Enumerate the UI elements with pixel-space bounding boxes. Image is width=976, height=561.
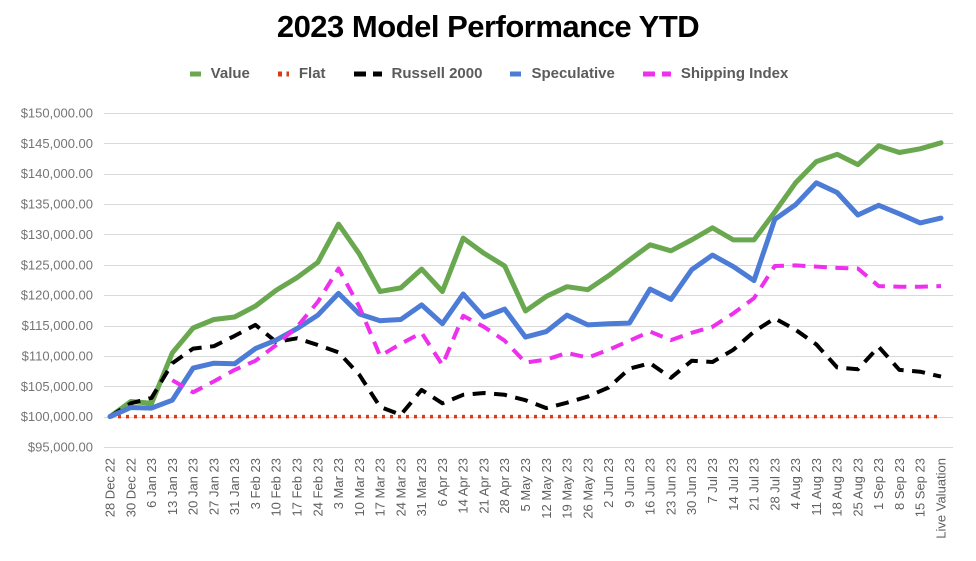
x-tick-label: 9 Jun 23 xyxy=(622,458,637,508)
legend-swatch-speculative-icon xyxy=(510,71,522,76)
x-tick-label: 12 May 23 xyxy=(539,458,554,519)
x-tick-label: 19 May 23 xyxy=(560,458,575,519)
x-tick-label: 14 Apr 23 xyxy=(456,458,471,514)
x-axis-labels: 28 Dec 22 30 Dec 22 6 Jan 23 13 Jan 23 20 Ja… xyxy=(103,458,949,539)
chart-legend: Value Flat Russell 2000 Speculative Shipping… xyxy=(0,65,976,82)
x-tick-label: 18 Aug 23 xyxy=(830,458,845,517)
legend-swatch-shipping-index-icon xyxy=(642,71,671,76)
x-tick-label: 6 Apr 23 xyxy=(435,458,450,506)
series-line-speculative xyxy=(107,180,944,420)
legend-item-flat[interactable]: Flat xyxy=(276,65,326,82)
x-tick-label: 28 Dec 22 xyxy=(103,458,118,517)
x-tick-label: 25 Aug 23 xyxy=(850,458,865,517)
x-tick-label: 10 Feb 23 xyxy=(269,458,284,517)
x-tick-label: 15 Sep 23 xyxy=(913,458,928,517)
y-tick-label: $145,000.00 xyxy=(21,136,93,151)
x-tick-label: Live Valuation xyxy=(934,458,949,539)
y-tick-label: $100,000.00 xyxy=(21,409,93,424)
legend-label: Shipping Index xyxy=(680,65,789,82)
x-tick-label: 20 Jan 23 xyxy=(186,458,201,515)
x-tick-label: 3 Feb 23 xyxy=(248,458,263,509)
x-tick-label: 3 Mar 23 xyxy=(331,458,346,509)
x-tick-label: 7 Jul 23 xyxy=(705,458,720,504)
x-tick-label: 27 Jan 23 xyxy=(206,458,221,515)
y-tick-label: $125,000.00 xyxy=(21,257,93,272)
legend-swatch-flat-icon xyxy=(277,71,289,76)
x-tick-label: 28 Jul 23 xyxy=(767,458,782,511)
x-tick-label: 14 Jul 23 xyxy=(726,458,741,511)
series-line-russell-2000 xyxy=(108,316,942,419)
x-tick-label: 5 May 23 xyxy=(518,458,533,511)
x-tick-label: 21 Jul 23 xyxy=(747,458,762,511)
y-tick-label: $105,000.00 xyxy=(21,379,93,394)
y-tick-label: $150,000.00 xyxy=(21,105,93,120)
x-tick-label: 21 Apr 23 xyxy=(476,458,491,514)
x-tick-label: 8 Sep 23 xyxy=(892,458,907,510)
legend-item-shipping-index[interactable]: Shipping Index xyxy=(641,65,789,82)
x-tick-label: 16 Jun 23 xyxy=(643,458,658,515)
legend-swatch-russell-2000-icon xyxy=(353,71,382,76)
x-tick-label: 17 Feb 23 xyxy=(289,458,304,517)
legend-label: Value xyxy=(210,65,250,82)
x-tick-label: 17 Mar 23 xyxy=(373,458,388,517)
x-tick-label: 24 Feb 23 xyxy=(310,458,325,517)
y-tick-label: $115,000.00 xyxy=(22,318,93,333)
series-line-value xyxy=(107,140,944,420)
x-tick-label: 11 Aug 23 xyxy=(809,458,824,516)
y-tick-label: $95,000.00 xyxy=(28,440,93,455)
legend-label: Flat xyxy=(298,65,326,82)
y-tick-label: $110,000.00 xyxy=(22,348,93,363)
x-tick-label: 28 Apr 23 xyxy=(497,458,512,514)
x-tick-label: 26 May 23 xyxy=(580,458,595,519)
legend-label: Speculative xyxy=(531,65,615,82)
x-tick-label: 10 Mar 23 xyxy=(352,458,367,517)
chart-title: 2023 Model Performance YTD xyxy=(276,9,700,44)
x-tick-label: 23 Jun 23 xyxy=(663,458,678,515)
y-tick-label: $130,000.00 xyxy=(21,227,93,242)
x-tick-label: 30 Jun 23 xyxy=(684,458,699,515)
series-line-shipping-index xyxy=(171,263,942,395)
x-tick-label: 4 Aug 23 xyxy=(788,458,803,509)
x-tick-label: 31 Mar 23 xyxy=(414,458,429,517)
y-tick-label: $120,000.00 xyxy=(21,288,93,303)
x-tick-label: 13 Jan 23 xyxy=(165,458,180,515)
legend-item-speculative[interactable]: Speculative xyxy=(508,65,615,82)
x-tick-label: 31 Jan 23 xyxy=(227,458,242,515)
x-tick-label: 24 Mar 23 xyxy=(393,458,408,517)
x-tick-label: 6 Jan 23 xyxy=(144,458,159,508)
legend-label: Russell 2000 xyxy=(391,65,483,82)
x-tick-label: 2 Jun 23 xyxy=(601,458,616,508)
y-tick-label: $135,000.00 xyxy=(21,197,93,212)
y-tick-label: $140,000.00 xyxy=(21,166,93,181)
gridlines xyxy=(104,113,953,448)
legend-swatch-value-icon xyxy=(189,71,201,76)
x-tick-label: 1 Sep 23 xyxy=(871,458,886,510)
legend-item-value[interactable]: Value xyxy=(188,65,250,82)
x-tick-label: 30 Dec 22 xyxy=(123,458,138,517)
legend-item-russell-2000[interactable]: Russell 2000 xyxy=(352,65,483,82)
